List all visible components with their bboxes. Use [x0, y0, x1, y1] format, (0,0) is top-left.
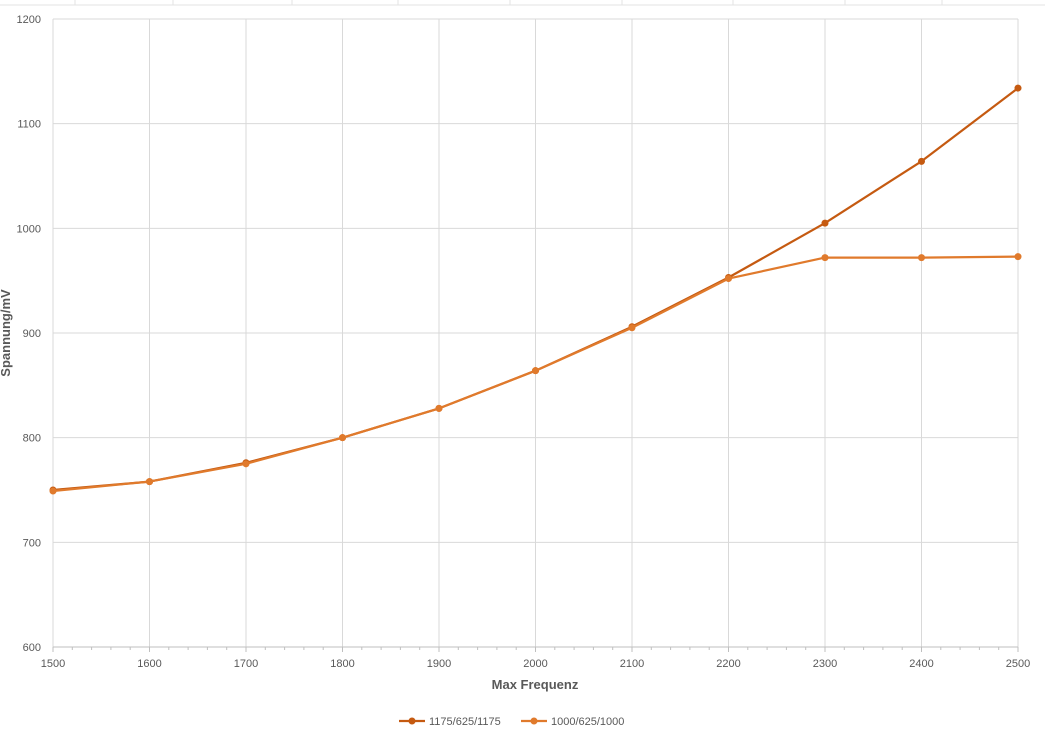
y-tick-label: 1200 [17, 14, 41, 26]
legend-marker [408, 717, 416, 725]
x-tick-label: 2100 [620, 658, 644, 670]
legend: 1175/625/1175 1000/625/1000 [399, 716, 624, 728]
x-axis-title: Max Frequenz [492, 677, 579, 692]
y-axis-ticks: 600 700 800 900 1000 1100 1200 [17, 14, 41, 654]
data-point [628, 324, 636, 332]
data-point [1014, 253, 1022, 261]
legend-label: 1000/625/1000 [551, 716, 624, 728]
grid [52, 18, 1019, 648]
x-tick-label: 1900 [427, 658, 451, 670]
data-point [339, 434, 346, 442]
legend-label: 1175/625/1175 [429, 716, 501, 728]
x-tick-label: 1800 [330, 658, 354, 670]
x-tick-label: 2300 [813, 658, 837, 670]
y-tick-label: 600 [23, 642, 41, 654]
y-tick-label: 700 [23, 537, 41, 549]
y-tick-label: 800 [23, 433, 41, 445]
x-tick-label: 2500 [1006, 658, 1030, 670]
data-point [725, 275, 732, 283]
data-point [242, 460, 250, 468]
top-gridline-strip [0, 0, 1045, 6]
data-point [532, 367, 539, 375]
x-tick-label: 1600 [137, 658, 161, 670]
data-point [821, 219, 829, 227]
data-point [435, 404, 443, 412]
data-point [146, 478, 153, 486]
data-point [49, 487, 57, 495]
y-tick-label: 1100 [17, 119, 41, 131]
x-tick-label: 1700 [234, 658, 258, 670]
data-point [1014, 84, 1022, 92]
y-tick-label: 1000 [17, 223, 41, 235]
data-point [918, 157, 925, 165]
y-tick-label: 900 [23, 328, 41, 340]
x-axis-ticks: 1500 1600 1700 1800 1900 2000 2100 2200 2300 2400… [41, 658, 1030, 670]
axes [52, 646, 1019, 652]
y-axis-title: Spannung/mV [0, 289, 13, 377]
legend-item-1: 1175/625/1175 [399, 716, 501, 728]
series-layer [49, 84, 1022, 495]
data-point [918, 254, 925, 262]
x-tick-label: 2400 [909, 658, 933, 670]
series-2 [49, 253, 1022, 495]
x-tick-label: 1500 [41, 658, 65, 670]
x-tick-label: 2200 [716, 658, 740, 670]
data-point [821, 254, 829, 262]
legend-item-2: 1000/625/1000 [521, 716, 624, 728]
x-tick-label: 2000 [523, 658, 547, 670]
legend-marker [530, 717, 538, 725]
